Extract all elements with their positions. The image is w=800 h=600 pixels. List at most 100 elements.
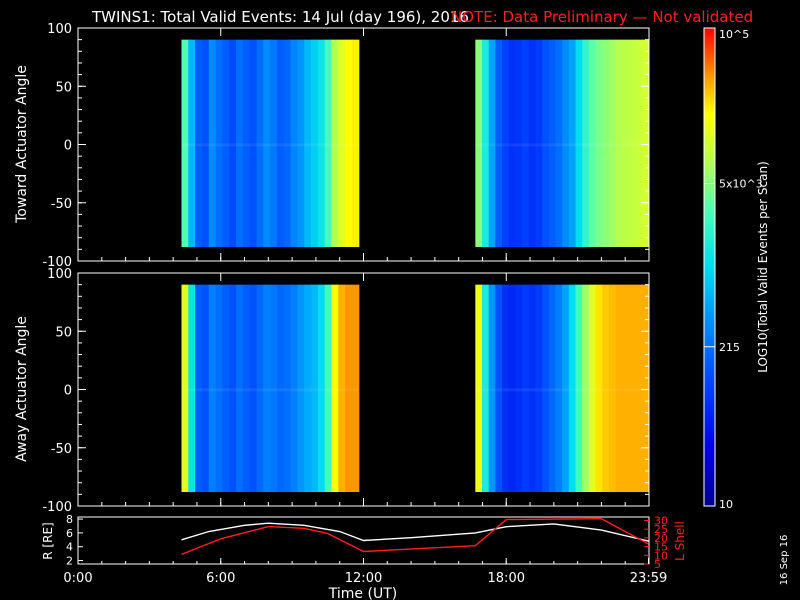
heatmap-column-0-1 (188, 39, 196, 248)
colorbar-label: LOG10(Total Valid Events per Scan) (756, 161, 770, 373)
figure-title: TWINS1: Total Valid Events: 14 Jul (day … (91, 8, 469, 26)
y-tick-label: -100 (42, 500, 72, 515)
heatmap-column-0-12 (263, 284, 271, 493)
heatmap-column-0-4 (208, 39, 217, 248)
heatmap-column-0-10 (249, 284, 258, 493)
heatmap-zero-band-1 (475, 143, 649, 147)
toward-heatmap-panel: 100 50 0 -50 -100 Toward Actuator Angle (14, 22, 650, 270)
y-tick-label: 0 (64, 139, 72, 154)
heatmap-column-1-19 (602, 39, 610, 248)
heatmap-column-0-14 (276, 284, 285, 493)
heatmap-column-0-5 (215, 284, 223, 493)
heatmap-column-0-8 (236, 284, 244, 493)
heatmap-zero-band-1 (475, 388, 649, 392)
lshell-tick-label: 5 (654, 558, 661, 571)
heatmap-column-0-8 (236, 39, 244, 248)
heatmap-column-1-14 (568, 39, 577, 248)
heatmap-column-0-18 (304, 39, 312, 248)
heatmap-column-0-2 (195, 39, 203, 248)
colorbar-tick-label: 10 (719, 498, 733, 511)
heatmap-column-1-6 (515, 284, 523, 493)
heatmap-column-1-23 (628, 39, 637, 248)
away-y-axis: 100 50 0 -50 -100 (42, 267, 650, 515)
orbit-series-1 (181, 517, 649, 556)
toward-heatmap-blocks (181, 39, 649, 248)
radius-tick-label: 6 (66, 527, 73, 540)
heatmap-column-1-2 (488, 284, 496, 493)
heatmap-column-0-23 (338, 284, 346, 493)
heatmap-column-1-12 (555, 284, 563, 493)
heatmap-column-0-0 (181, 284, 189, 493)
colorbar-scale (703, 27, 716, 507)
heatmap-column-1-20 (608, 39, 617, 248)
heatmap-column-0-7 (229, 284, 237, 493)
heatmap-zero-band-0 (181, 388, 359, 392)
heatmap-column-0-4 (208, 284, 217, 493)
heatmap-column-1-13 (562, 284, 570, 493)
heatmap-column-1-23 (628, 284, 637, 493)
heatmap-column-0-7 (229, 39, 237, 248)
colorbar: 10 215 5x10^3 10^5 LOG10(Total Valid Events… (703, 27, 770, 511)
radius-tick-label: 8 (66, 513, 73, 526)
heatmap-column-1-15 (575, 39, 583, 248)
time-tick-label: 12:00 (345, 571, 382, 586)
heatmap-column-1-10 (542, 39, 550, 248)
heatmap-column-1-4 (502, 39, 510, 248)
lshell-tick-label: 10 (654, 549, 668, 562)
heatmap-column-0-22 (331, 284, 339, 493)
away-heatmap-panel: 100 50 0 -50 -100 Away Actuator Angle (14, 267, 650, 515)
heatmap-column-0-17 (297, 284, 305, 493)
away-heatmap-blocks (181, 284, 649, 493)
heatmap-column-1-24 (635, 39, 643, 248)
heatmap-column-1-8 (528, 39, 537, 248)
heatmap-column-1-7 (522, 39, 530, 248)
heatmap-column-1-3 (495, 39, 503, 248)
heatmap-column-0-15 (283, 39, 292, 248)
y-tick-label: -50 (51, 197, 72, 212)
lshell-tick-label: 20 (654, 532, 668, 545)
heatmap-column-1-7 (522, 284, 530, 493)
heatmap-column-0-20 (317, 39, 326, 248)
heatmap-column-0-15 (283, 284, 292, 493)
heatmap-column-1-1 (482, 39, 490, 248)
heatmap-column-1-0 (475, 39, 483, 248)
heatmap-column-0-21 (324, 284, 333, 493)
heatmap-column-0-3 (201, 284, 210, 493)
y-tick-label: -50 (51, 442, 72, 457)
heatmap-column-1-11 (548, 284, 557, 493)
date-stamp: 16 Sep 16 (779, 535, 790, 586)
away-y-axis-label: Away Actuator Angle (14, 316, 30, 462)
colorbar-tick-label: 10^5 (719, 28, 749, 41)
heatmap-column-1-25 (642, 39, 649, 248)
colorbar-ticks: 10 215 5x10^3 10^5 (704, 27, 763, 511)
orbit-series-0 (181, 522, 649, 542)
heatmap-column-1-8 (528, 284, 537, 493)
y-tick-label: 0 (64, 384, 72, 399)
preliminary-note: NOTE: Data Preliminary — Not validated (451, 8, 753, 26)
time-x-axis: 0:00 6:00 12:00 18:00 23:59 (63, 558, 667, 586)
heatmap-column-1-11 (548, 39, 557, 248)
heatmap-column-0-16 (290, 39, 298, 248)
heatmap-zero-band-0 (181, 143, 359, 147)
colorbar-tick-label: 215 (719, 341, 740, 354)
heatmap-column-0-16 (290, 284, 298, 493)
y-tick-label: 100 (47, 267, 72, 282)
time-tick-label: 23:59 (630, 571, 667, 586)
y-tick-label: 50 (55, 80, 72, 95)
heatmap-column-0-1 (188, 284, 196, 493)
heatmap-column-1-16 (582, 39, 590, 248)
heatmap-column-1-1 (482, 284, 490, 493)
heatmap-column-1-12 (555, 39, 563, 248)
heatmap-column-1-4 (502, 284, 510, 493)
heatmap-column-0-3 (201, 39, 210, 248)
heatmap-column-1-22 (622, 39, 630, 248)
heatmap-column-0-9 (242, 284, 251, 493)
heatmap-column-0-9 (242, 39, 251, 248)
heatmap-column-1-6 (515, 39, 523, 248)
heatmap-column-1-22 (622, 284, 630, 493)
time-axis-label: Time (UT) (328, 586, 397, 600)
orbit-lines (181, 517, 649, 556)
heatmap-column-1-17 (588, 39, 597, 248)
